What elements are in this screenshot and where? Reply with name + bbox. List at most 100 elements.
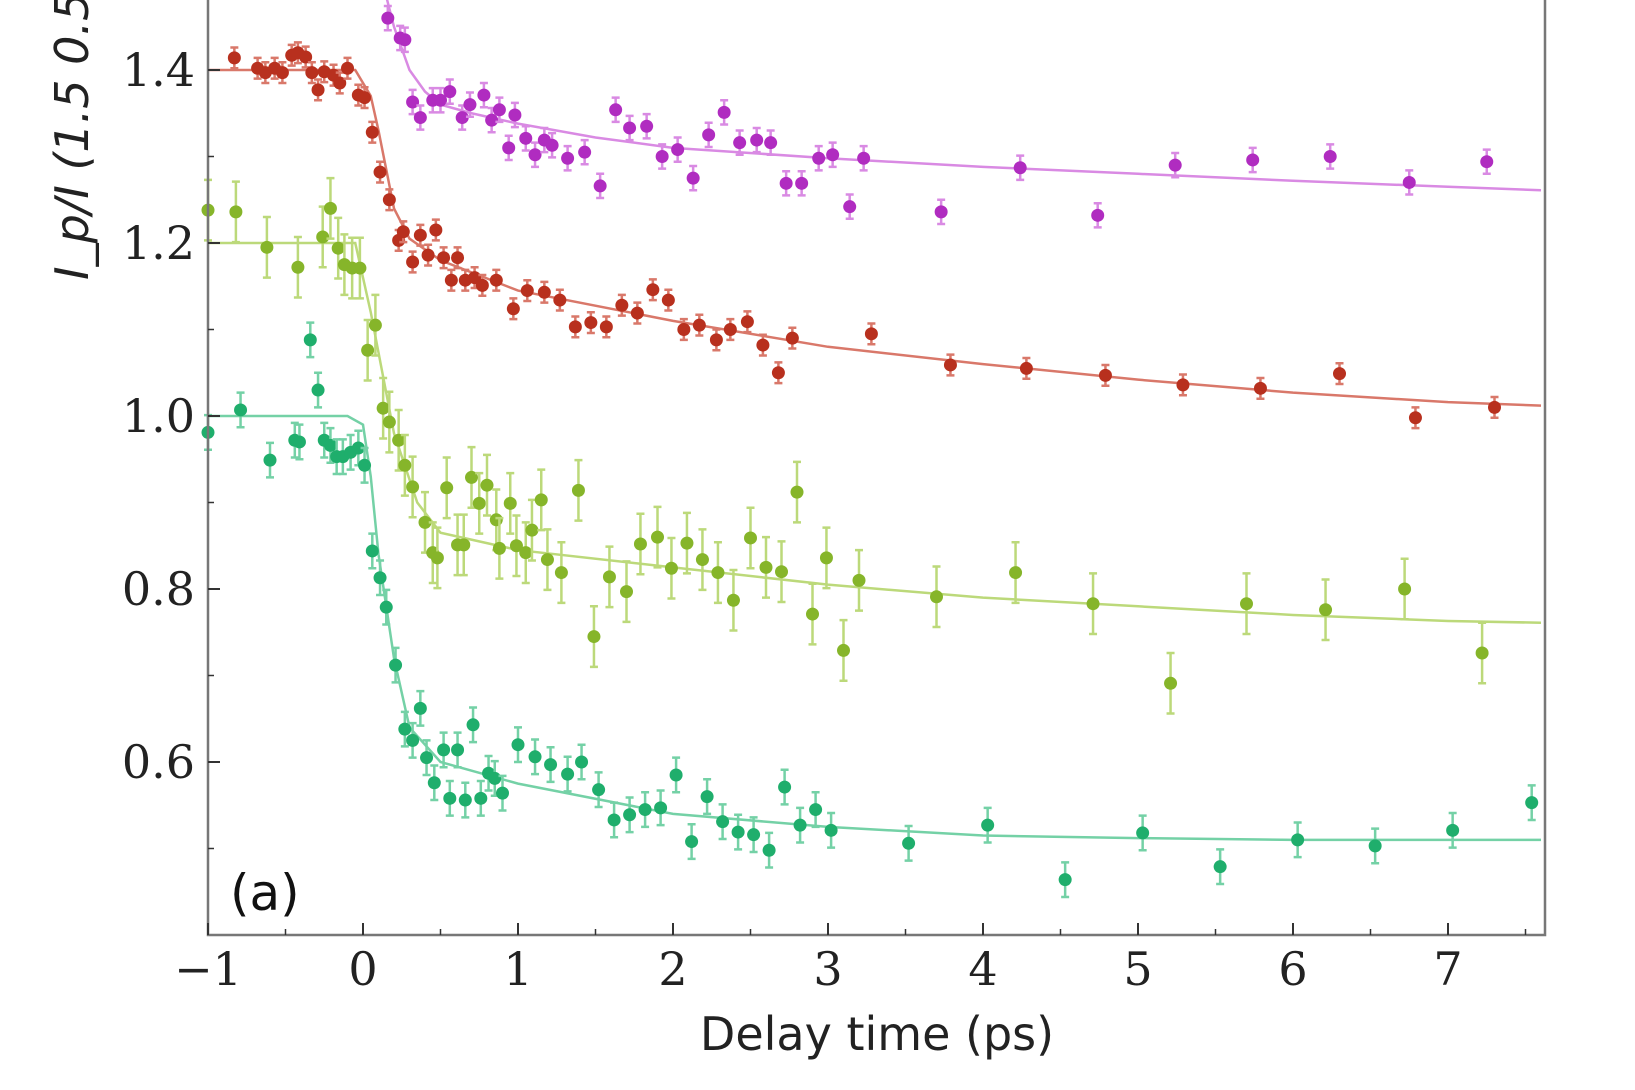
data-point [398,33,412,47]
data-point [519,131,533,145]
data-point [474,791,488,805]
data-point [291,260,305,274]
data-point [341,61,354,75]
data-point [1525,796,1539,810]
data-point [902,836,916,850]
data-point [234,403,248,417]
y-tick-label: 1.2 [122,216,195,270]
data-point [480,478,494,492]
data-point [368,318,382,332]
data-point [793,818,807,832]
data-point [353,261,367,275]
data-point [382,193,396,207]
data-point [795,176,809,190]
data-point [489,513,503,527]
data-point [519,546,533,560]
data-point [759,560,773,574]
data-point [365,544,379,558]
data-point [716,815,730,829]
x-tick-label: 7 [1433,942,1462,996]
data-point [485,113,499,127]
data-point [443,85,457,99]
data-point [406,480,420,494]
data-point [1136,826,1150,840]
data-point [561,767,575,781]
fit-line-3 [208,414,1541,842]
data-point [525,523,539,537]
data-point [333,76,347,90]
data-point [587,630,601,644]
data-point [1246,153,1260,167]
data-point [413,701,427,715]
data-point [1240,597,1253,611]
data-point [553,293,567,307]
data-point [465,470,478,484]
data-point [723,323,737,336]
data-point [711,566,725,580]
data-point [934,205,948,219]
data-point [275,66,289,80]
data-point [440,481,454,495]
data-point [633,537,647,551]
data-point [740,315,754,329]
data-point [488,771,502,785]
data-point [429,223,443,237]
y-tick-label: 0.6 [122,735,195,789]
data-point [744,531,757,545]
data-point [528,750,542,764]
data-point [437,251,451,265]
data-point [316,230,330,244]
data-point [323,438,337,452]
data-point [303,333,317,347]
data-point [1368,839,1382,853]
data-point [1333,367,1346,381]
data-point [406,733,420,747]
data-point [502,141,516,155]
axes: −1 0 1 2 3 4 5 6 7 0.6 0.8 1.0 1.2 1.4 [122,0,1547,996]
data-point [568,320,582,334]
data-point [1176,378,1190,392]
data-point [451,251,465,265]
data-point [311,83,325,97]
data-point [779,176,793,190]
data-point [824,823,838,837]
data-point [1402,175,1416,189]
data-point [943,358,957,372]
y-tick-label: 1.4 [122,43,195,97]
data-point [1164,676,1178,690]
data-point [260,240,274,254]
data-point [790,485,804,499]
data-point [630,306,644,320]
data-point [311,383,325,397]
data-point [1446,823,1460,837]
data-point [451,743,465,757]
data-point [750,133,764,147]
data-point [661,293,675,307]
data-point [571,483,585,497]
data-point [1058,873,1072,887]
data-point [695,553,709,567]
data-points [201,4,1539,899]
fit-line-2 [208,241,1542,624]
panel-label: (a) [230,864,300,922]
data-point [444,273,458,287]
data-point [578,145,592,159]
data-point [509,539,523,553]
data-point [427,776,441,790]
data-point [655,150,669,163]
data-point [771,366,785,380]
data-point [692,318,706,332]
data-point [492,103,506,117]
data-point [398,722,412,736]
data-point [437,743,451,757]
data-point [418,515,432,529]
data-point [475,278,489,292]
data-point [528,148,542,162]
data-point [1086,597,1100,611]
data-point [599,320,613,334]
data-point [373,571,387,585]
data-point [489,273,503,287]
data-point [731,825,745,839]
data-point [930,590,943,604]
data-point [646,283,660,297]
